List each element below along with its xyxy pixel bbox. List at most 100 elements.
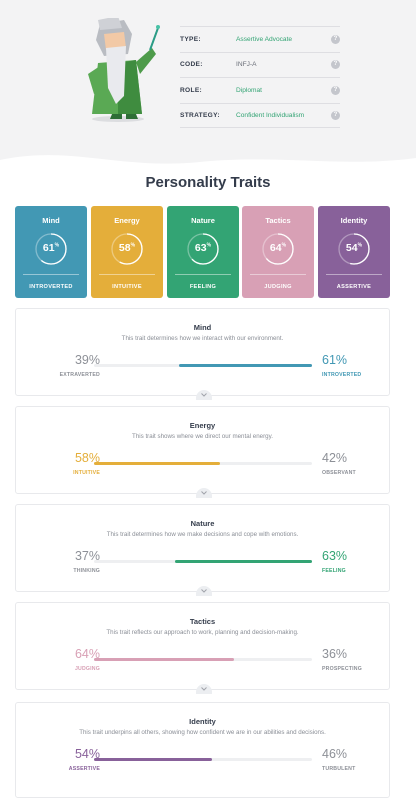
right-trait: 61% INTROVERTED <box>322 353 392 378</box>
panel-title: Tactics <box>189 617 216 626</box>
row-key: TYPE: <box>180 35 201 43</box>
trait-bar <box>94 758 312 761</box>
right-percent: 46% <box>322 747 348 761</box>
expand-toggle[interactable] <box>196 586 212 596</box>
row-value: INFJ-A <box>236 61 257 69</box>
help-circle-icon[interactable]: ? <box>331 60 340 70</box>
chevron-down-icon <box>201 491 207 495</box>
right-percent: 63% <box>322 549 348 563</box>
card-divider <box>175 274 231 275</box>
card-label: ASSERTIVE <box>336 284 372 290</box>
card-label: INTUITIVE <box>112 284 142 290</box>
card-divider <box>326 274 382 275</box>
trait-panel-tactics: Tactics This trait reflects our approach… <box>15 602 392 694</box>
row-value[interactable]: Assertive Advocate <box>236 35 293 43</box>
left-percent: 64% <box>74 647 100 661</box>
help-circle-icon[interactable]: ? <box>331 85 340 95</box>
panel-description: This trait underpins all others, showing… <box>79 729 326 736</box>
right-label: INTROVERTED <box>322 372 362 378</box>
left-trait: 39% EXTRAVERTED <box>30 353 100 378</box>
left-trait: 37% THINKING <box>30 549 100 574</box>
panel-description: This trait determines how we interact wi… <box>121 335 284 342</box>
trait-card-nature[interactable]: Nature 63% FEELING <box>167 206 239 298</box>
card-label: INTROVERTED <box>29 284 73 290</box>
right-percent: 42% <box>322 451 348 465</box>
right-label: TURBULENT <box>322 766 356 772</box>
panel-description: This trait reflects our approach to work… <box>106 629 299 636</box>
trait-panel-nature: Nature This trait determines how we make… <box>15 504 392 596</box>
help-circle-icon[interactable]: ? <box>331 110 340 120</box>
row-value[interactable]: Confident Individualism <box>236 111 305 119</box>
left-trait: 64% JUDGING <box>30 647 100 672</box>
card-title: Nature <box>191 216 215 225</box>
expand-toggle[interactable] <box>196 488 212 498</box>
header-wave <box>0 155 416 185</box>
trait-bar-fill <box>174 560 312 563</box>
trait-bar-fill <box>94 462 221 465</box>
left-percent: 54% <box>74 747 100 761</box>
left-trait: 58% INTUITIVE <box>30 451 100 476</box>
profile-row-type: TYPE: Assertive Advocate ? <box>180 26 340 52</box>
chevron-down-icon <box>201 589 207 593</box>
right-trait: 42% OBSERVANT <box>322 451 392 476</box>
help-circle-icon[interactable]: ? <box>331 34 340 44</box>
trait-card-identity[interactable]: Identity 54% ASSERTIVE <box>318 206 390 298</box>
profile-row-strategy: STRATEGY: Confident Individualism ? <box>180 102 340 128</box>
card-label: JUDGING <box>264 284 292 290</box>
panel-title: Mind <box>193 323 212 332</box>
progress-ring <box>262 233 294 265</box>
profile-row-role: ROLE: Diplomat ? <box>180 77 340 103</box>
card-percent: 54% <box>345 242 363 254</box>
advocate-character-illustration <box>88 18 160 122</box>
left-label: INTUITIVE <box>73 470 100 476</box>
trait-card-energy[interactable]: Energy 58% INTUITIVE <box>91 206 163 298</box>
right-trait: 36% PROSPECTING <box>322 647 392 672</box>
trait-card-mind[interactable]: Mind 61% INTROVERTED <box>15 206 87 298</box>
left-label: JUDGING <box>74 666 100 672</box>
left-label: THINKING <box>73 568 100 574</box>
trait-bar-fill <box>94 658 234 661</box>
panel-description: This trait shows where we direct our men… <box>132 433 273 440</box>
trait-bar <box>94 462 312 465</box>
expand-toggle[interactable] <box>196 390 212 400</box>
right-percent: 36% <box>322 647 348 661</box>
trait-bar <box>94 560 312 563</box>
card-divider <box>250 274 306 275</box>
card-divider <box>99 274 155 275</box>
trait-cards: Mind 61% INTROVERTED Energy 58% INTUITIV… <box>15 206 390 298</box>
panel-description: This trait determines how we make decisi… <box>106 531 299 538</box>
left-label: EXTRAVERTED <box>59 372 100 378</box>
progress-ring <box>187 233 219 265</box>
card-percent: 58% <box>118 242 136 254</box>
panel-title: Energy <box>189 421 216 430</box>
trait-card-tactics[interactable]: Tactics 64% JUDGING <box>242 206 314 298</box>
card-title: Energy <box>114 216 140 225</box>
trait-panel-energy: Energy This trait shows where we direct … <box>15 406 392 498</box>
expand-toggle[interactable] <box>196 684 212 694</box>
trait-bar-fill <box>94 758 212 761</box>
trait-bar <box>94 658 312 661</box>
card-percent: 61% <box>42 242 60 254</box>
left-percent: 37% <box>74 549 100 563</box>
left-label: ASSERTIVE <box>68 766 100 772</box>
right-label: PROSPECTING <box>322 666 362 672</box>
card-title: Mind <box>42 216 60 225</box>
profile-row-code: CODE: INFJ-A ? <box>180 51 340 78</box>
trait-panel-mind: Mind This trait determines how we intera… <box>15 308 392 400</box>
card-percent: 64% <box>269 242 287 254</box>
progress-ring <box>338 233 370 265</box>
trait-panel-identity: Identity This trait underpins all others… <box>15 702 390 798</box>
right-label: OBSERVANT <box>322 470 356 476</box>
right-trait: 46% TURBULENT <box>322 747 392 772</box>
card-title: Tactics <box>265 216 291 225</box>
card-label: FEELING <box>189 284 217 290</box>
row-value[interactable]: Diplomat <box>236 86 263 94</box>
right-trait: 63% FEELING <box>322 549 392 574</box>
row-key: CODE: <box>180 61 203 69</box>
profile-info-table: TYPE: Assertive Advocate ? CODE: INFJ-A … <box>180 26 340 128</box>
card-title: Identity <box>340 216 368 225</box>
left-percent: 39% <box>74 353 100 367</box>
panel-title: Nature <box>190 519 215 528</box>
chevron-down-icon <box>201 687 207 691</box>
left-percent: 58% <box>74 451 100 465</box>
